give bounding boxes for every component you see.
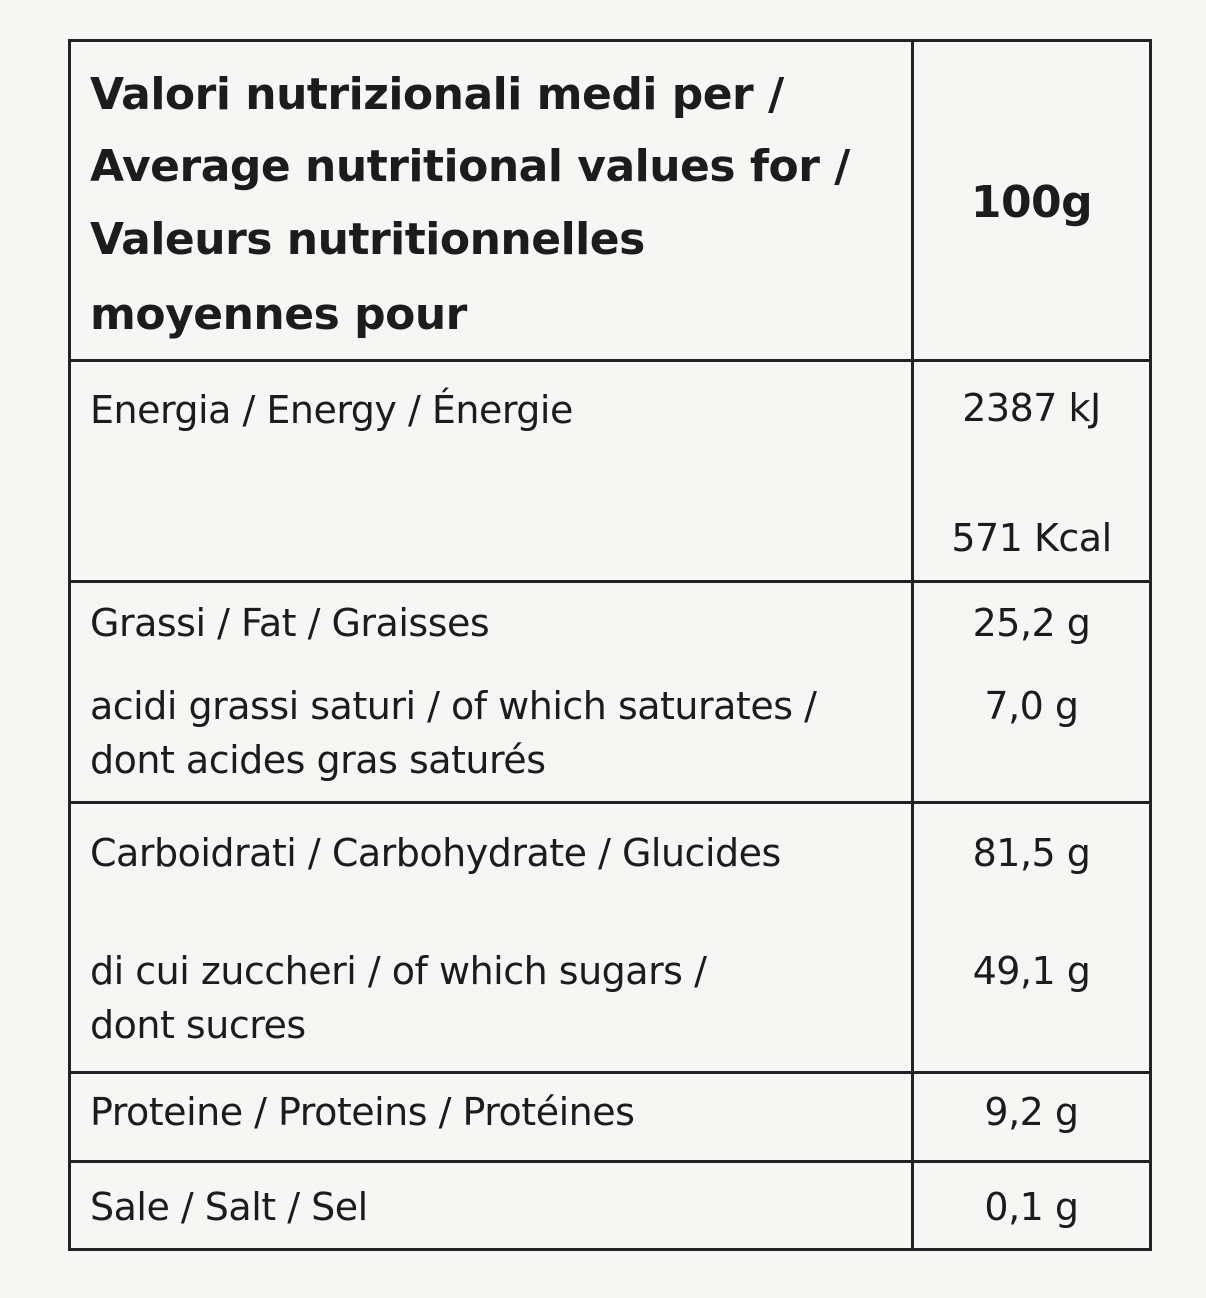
row-label: Sale / Salt / Sel [90, 1185, 368, 1229]
row-value: 0,1 g [984, 1185, 1079, 1229]
row-value: 571 Kcal [951, 516, 1112, 560]
border [68, 359, 1152, 362]
row-label: Proteine / Proteins / Protéines [90, 1090, 635, 1134]
border [1149, 39, 1152, 1251]
border [68, 39, 71, 1251]
row-value: 49,1 g [972, 949, 1091, 993]
border [68, 39, 1152, 42]
border [70, 1071, 1152, 1074]
border [70, 1248, 1152, 1251]
row-label: acidi grassi saturi / of which saturates… [90, 684, 817, 728]
border [70, 1160, 1152, 1163]
row-value: 2387 kJ [962, 386, 1101, 430]
header-title: Valeurs nutritionnelles [90, 214, 645, 265]
row-value: 9,2 g [984, 1090, 1079, 1134]
border [911, 39, 914, 1251]
row-value: 25,2 g [972, 601, 1091, 645]
row-label: Grassi / Fat / Graisses [90, 601, 490, 645]
row-label: dont sucres [90, 1003, 306, 1047]
header-amount: 100g [970, 177, 1093, 228]
row-value: 7,0 g [984, 684, 1079, 728]
row-value: 81,5 g [972, 831, 1091, 875]
border [68, 580, 1152, 583]
row-label: Carboidrati / Carbohydrate / Glucides [90, 831, 781, 875]
row-label: dont acides gras saturés [90, 738, 546, 782]
row-label: di cui zuccheri / of which sugars / [90, 949, 707, 993]
border [68, 801, 1152, 804]
header-title: Valori nutrizionali medi per / [90, 69, 784, 120]
header-title: Average nutritional values for / [90, 141, 850, 192]
row-label: Energia / Energy / Énergie [90, 388, 573, 432]
header-title: moyennes pour [90, 289, 467, 340]
